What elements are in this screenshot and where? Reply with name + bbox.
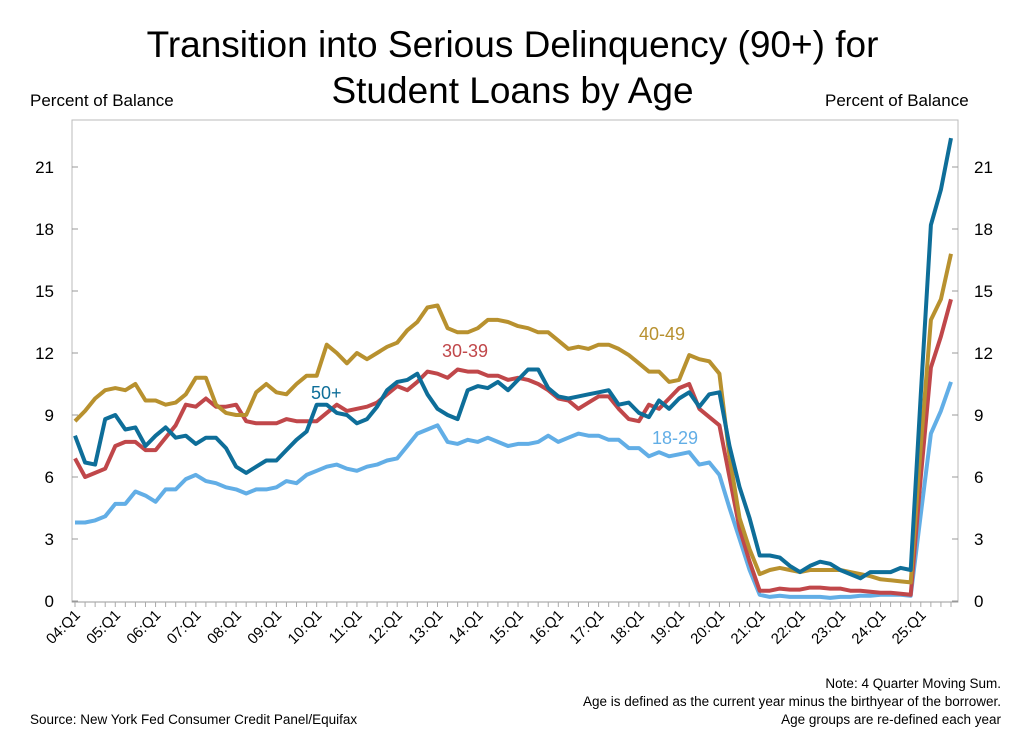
- y-tick-label-left: 3: [45, 530, 54, 549]
- x-tick-label: 18:Q1: [607, 607, 648, 648]
- x-tick-label: 10:Q1: [285, 607, 326, 648]
- x-tick-label: 14:Q1: [446, 607, 487, 648]
- source-note: Source: New York Fed Consumer Credit Pan…: [30, 712, 358, 727]
- series-label-18-29: 18-29: [652, 428, 698, 448]
- x-tick-label: 17:Q1: [566, 607, 607, 648]
- series-line-18-29: [75, 381, 953, 600]
- y-tick-label-right: 21: [974, 158, 993, 177]
- x-tick-label: 19:Q1: [647, 607, 688, 648]
- series-line-40-49: [73, 253, 953, 585]
- plot-frame: [71, 119, 959, 603]
- y-tick-label-right: 3: [974, 530, 983, 549]
- x-tick-label: 15:Q1: [486, 607, 527, 648]
- x-tick-label: 23:Q1: [808, 607, 849, 648]
- series-label-40-49: 40-49: [639, 324, 685, 344]
- x-tick-label: 21:Q1: [728, 607, 769, 648]
- y-tick-label-left: 18: [35, 220, 54, 239]
- series-label-50-plus: 50+: [311, 383, 342, 403]
- series-line-50-plus: [73, 137, 953, 581]
- x-tick-label: 13:Q1: [405, 607, 446, 648]
- y-tick-label-left: 0: [45, 592, 54, 611]
- y-tick-label-right: 6: [974, 468, 983, 487]
- y-tick-label-right: 12: [974, 344, 993, 363]
- chart-title-line-1: Transition into Serious Delinquency (90+…: [146, 24, 879, 65]
- note-moving-sum: Note: 4 Quarter Moving Sum.: [825, 676, 1001, 691]
- note-age-definition: Age is defined as the current year minus…: [583, 694, 1001, 709]
- right-axis-label: Percent of Balance: [825, 91, 969, 110]
- series-label-30-39: 30-39: [442, 341, 488, 361]
- x-tick-label: 09:Q1: [244, 607, 285, 648]
- chart-title: Transition into Serious Delinquency (90+…: [0, 22, 1025, 114]
- chart-title-line-2: Student Loans by Age: [331, 70, 694, 111]
- x-tick-label: 05:Q1: [83, 607, 124, 648]
- y-tick-label-left: 21: [35, 158, 54, 177]
- x-tick-label: 12:Q1: [365, 607, 406, 648]
- y-tick-label-left: 12: [35, 344, 54, 363]
- x-tick-label: 22:Q1: [768, 607, 809, 648]
- x-tick-label: 16:Q1: [526, 607, 567, 648]
- left-axis-label: Percent of Balance: [30, 91, 174, 110]
- y-tick-label-left: 9: [45, 406, 54, 425]
- y-tick-label-right: 15: [974, 282, 993, 301]
- y-tick-label-right: 0: [974, 592, 983, 611]
- y-tick-label-left: 6: [45, 468, 54, 487]
- x-tick-label: 07:Q1: [164, 607, 205, 648]
- y-tick-label-right: 9: [974, 406, 983, 425]
- x-tick-label: 04:Q1: [43, 607, 84, 648]
- x-tick-label: 06:Q1: [123, 607, 164, 648]
- y-tick-label-left: 15: [35, 282, 54, 301]
- x-tick-label: 11:Q1: [326, 607, 366, 647]
- y-tick-label-right: 18: [974, 220, 993, 239]
- x-tick-label: 24:Q1: [848, 607, 889, 648]
- x-tick-label: 08:Q1: [204, 607, 245, 648]
- series-line-30-39: [73, 298, 953, 597]
- x-tick-label: 20:Q1: [687, 607, 728, 648]
- note-age-groups: Age groups are re-defined each year: [781, 712, 1001, 727]
- x-tick-label: 25:Q1: [889, 607, 930, 648]
